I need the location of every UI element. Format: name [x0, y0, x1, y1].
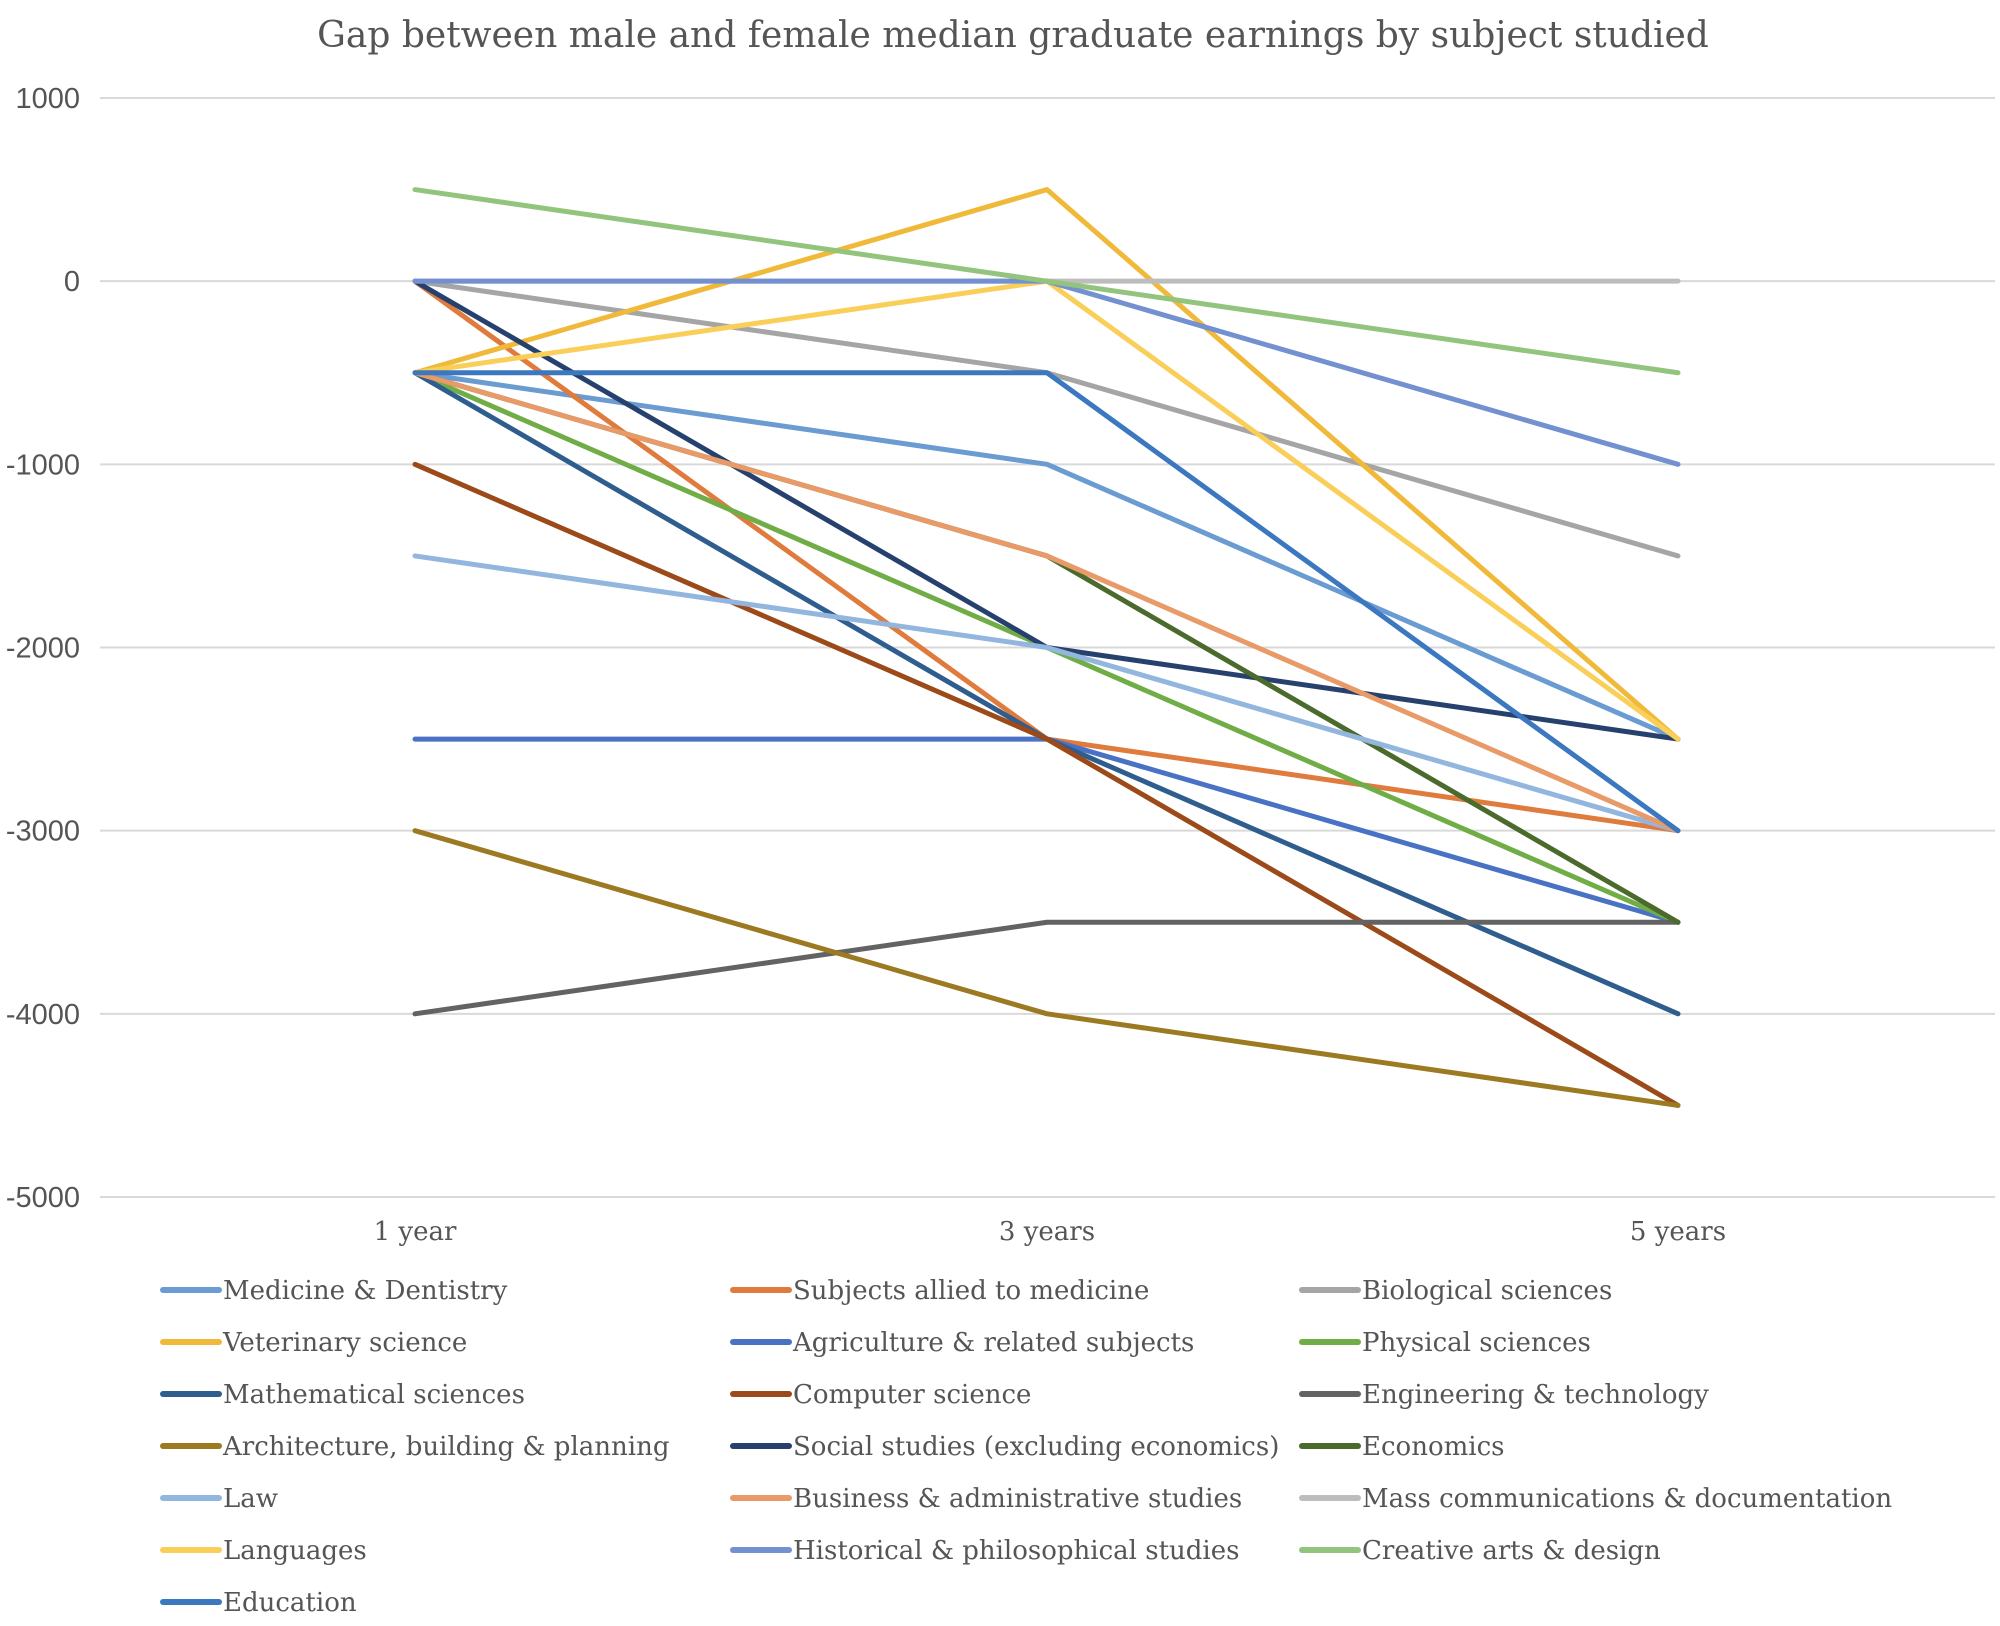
legend-item: Biological sciences: [1302, 1276, 1612, 1306]
legend-label: Mass communications & documentation: [1362, 1484, 1892, 1514]
y-tick-label: -1000: [6, 449, 80, 481]
legend-label: Education: [223, 1588, 357, 1618]
legend-item: Architecture, building & planning: [163, 1432, 669, 1462]
legend-label: Economics: [1362, 1432, 1504, 1462]
series-line-9: [415, 831, 1678, 1106]
legend-item: Business & administrative studies: [733, 1484, 1242, 1514]
legend-label: Computer science: [793, 1380, 1031, 1410]
legend-item: Medicine & Dentistry: [163, 1276, 508, 1306]
legend-item: Agriculture & related subjects: [733, 1328, 1194, 1358]
legend-item: Mass communications & documentation: [1302, 1484, 1892, 1514]
legend: Medicine & Dentistry Subjects allied to m…: [163, 1276, 1892, 1618]
legend-label: Languages: [223, 1536, 367, 1566]
legend-label: Mathematical sciences: [223, 1380, 525, 1410]
legend-item: Mathematical sciences: [163, 1380, 525, 1410]
y-axis-tick-labels: 1000 0 -1000 -2000 -3000 -4000 -5000: [6, 83, 80, 1214]
legend-label: Social studies (excluding economics): [793, 1432, 1279, 1462]
legend-label: Business & administrative studies: [793, 1484, 1242, 1514]
series-line-15: [415, 281, 1678, 739]
legend-label: Law: [223, 1484, 278, 1514]
legend-item: Law: [163, 1484, 278, 1514]
legend-item: Computer science: [733, 1380, 1031, 1410]
y-tick-label: -3000: [6, 816, 80, 848]
legend-item: Creative arts & design: [1302, 1536, 1661, 1566]
legend-label: Veterinary science: [222, 1328, 467, 1358]
legend-label: Subjects allied to medicine: [793, 1276, 1149, 1306]
legend-item: Veterinary science: [163, 1328, 467, 1358]
legend-label: Agriculture & related subjects: [792, 1328, 1194, 1358]
legend-item: Social studies (excluding economics): [733, 1432, 1279, 1462]
legend-item: Economics: [1302, 1432, 1504, 1462]
legend-label: Architecture, building & planning: [222, 1432, 669, 1462]
legend-label: Biological sciences: [1362, 1276, 1612, 1306]
legend-item: Education: [163, 1588, 357, 1618]
legend-item: Historical & philosophical studies: [733, 1536, 1239, 1566]
legend-label: Historical & philosophical studies: [793, 1536, 1239, 1566]
series-line-8: [415, 922, 1678, 1014]
y-tick-label: 1000: [15, 83, 80, 115]
legend-label: Physical sciences: [1362, 1328, 1591, 1358]
y-tick-label: -5000: [6, 1182, 80, 1214]
y-tick-label: -2000: [6, 633, 80, 665]
series-line-7: [415, 464, 1678, 1105]
line-chart: Gap between male and female median gradu…: [0, 0, 2000, 1626]
x-tick-label: 5 years: [1630, 1217, 1726, 1247]
x-tick-label: 1 year: [374, 1217, 457, 1247]
legend-item: Engineering & technology: [1302, 1380, 1709, 1410]
chart-title: Gap between male and female median gradu…: [317, 15, 1709, 56]
legend-label: Medicine & Dentistry: [223, 1276, 508, 1306]
legend-label: Creative arts & design: [1362, 1536, 1661, 1566]
legend-item: Subjects allied to medicine: [733, 1276, 1149, 1306]
y-tick-label: 0: [64, 266, 80, 298]
y-tick-label: -4000: [6, 999, 80, 1031]
x-axis-tick-labels: 1 year 3 years 5 years: [374, 1217, 1726, 1247]
legend-item: Languages: [163, 1536, 367, 1566]
x-tick-label: 3 years: [999, 1217, 1095, 1247]
legend-item: Physical sciences: [1302, 1328, 1591, 1358]
legend-label: Engineering & technology: [1362, 1380, 1709, 1410]
series-line-10: [415, 281, 1678, 739]
